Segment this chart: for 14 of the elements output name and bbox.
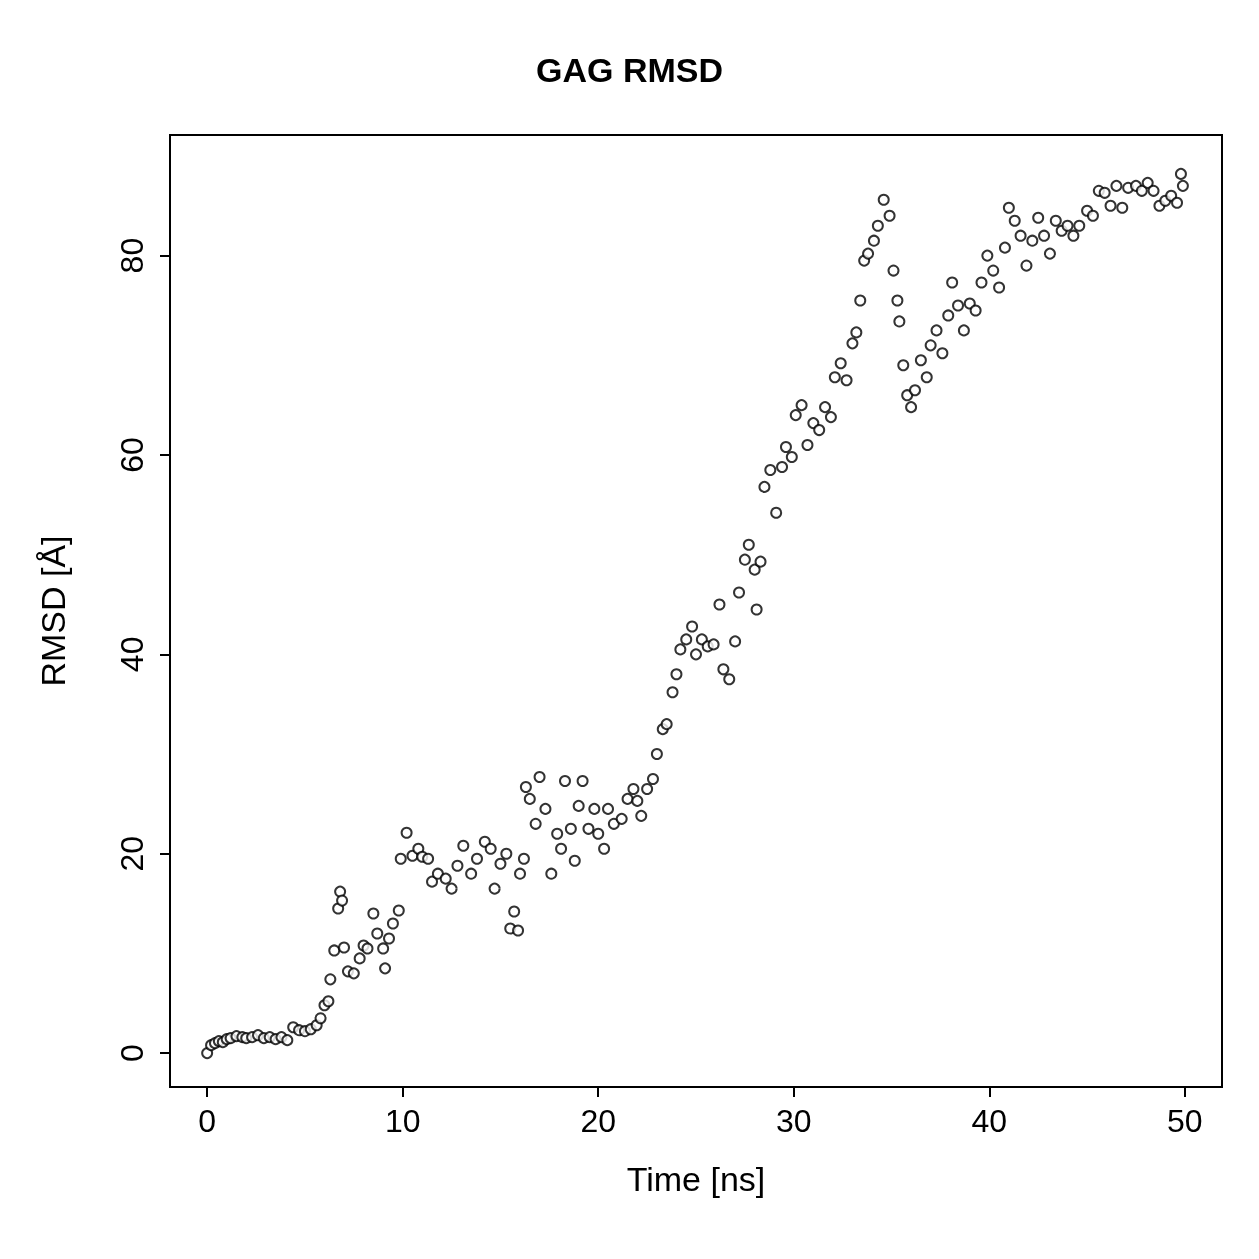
y-tick-label: 20 <box>114 835 150 872</box>
y-axis-title: RMSD [Å] <box>34 535 72 687</box>
y-tick-label: 40 <box>114 636 150 673</box>
x-tick-label: 20 <box>580 1103 617 1139</box>
x-axis-title: Time [ns] <box>626 1160 766 1198</box>
x-tick-label: 50 <box>1167 1103 1203 1139</box>
x-tick-label: 30 <box>775 1103 812 1139</box>
x-tick-label: 40 <box>971 1103 1008 1139</box>
y-tick-label: 0 <box>114 1044 150 1063</box>
x-tick-label: 10 <box>384 1103 421 1139</box>
y-tick-label: 60 <box>114 437 150 473</box>
x-tick-label: 0 <box>198 1103 217 1139</box>
y-tick-label: 80 <box>114 237 150 274</box>
chart-title: GAG RMSD <box>536 51 723 89</box>
